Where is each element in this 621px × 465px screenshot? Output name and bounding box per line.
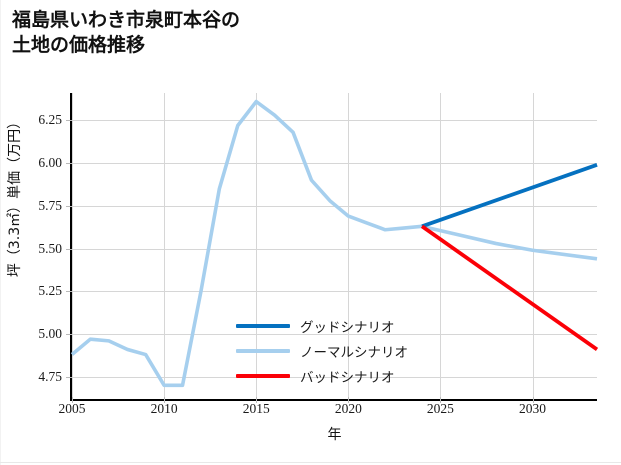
y-tick-mark: [66, 163, 72, 165]
gridline-horizontal: [72, 120, 597, 122]
gridline-vertical: [256, 93, 258, 399]
x-tick-label: 2010: [150, 401, 178, 416]
gridline-vertical: [72, 93, 73, 399]
gridline-vertical: [440, 93, 442, 399]
y-tick-label: 5.75: [38, 197, 62, 213]
x-tick-mark: [72, 397, 73, 403]
x-tick-label: 2030: [519, 401, 547, 416]
y-tick-mark: [66, 248, 72, 250]
x-tick-label: 2015: [242, 401, 270, 416]
series-layer: [70, 99, 599, 388]
gridline-horizontal: [72, 248, 597, 250]
gridline-vertical: [348, 93, 350, 399]
x-tick-label: 2020: [334, 401, 362, 416]
gridline-vertical: [532, 93, 534, 399]
legend-item[interactable]: ノーマルシナリオ: [236, 338, 446, 363]
legend-color-swatch: [236, 348, 290, 353]
gridline-horizontal: [72, 334, 597, 336]
y-tick-mark: [66, 334, 72, 336]
legend-color-swatch: [236, 323, 290, 328]
gridline-horizontal: [72, 291, 597, 293]
y-tick-label: 6.00: [38, 155, 62, 171]
bottom-border: [0, 462, 621, 463]
legend-label: ノーマルシナリオ: [300, 344, 408, 361]
page-title: 福島県いわき市泉町本谷の 土地の価格推移: [12, 9, 241, 57]
x-axis-title: 年: [327, 427, 342, 443]
legend-color-swatch: [236, 373, 290, 378]
series-line: [70, 99, 598, 388]
plot-area: 4.75 5.00 5.25 5.50 5.75 6.00 6.25 2005 2010 2015…: [38, 93, 599, 416]
x-tick-mark: [348, 397, 350, 403]
chart-legend: グッドシナリオ ノーマルシナリオ バッドシナリオ: [236, 313, 446, 388]
y-tick-label: 5.50: [38, 240, 62, 256]
y-axis-spine: [70, 93, 73, 399]
x-tick-mark: [440, 397, 442, 403]
legend-label: グッドシナリオ: [300, 319, 395, 336]
legend-item[interactable]: バッドシナリオ: [236, 363, 446, 388]
x-tick-mark: [164, 397, 166, 403]
legend-label: バッドシナリオ: [300, 369, 395, 386]
y-axis-title: 坪（3.3㎡）単価（万円）: [7, 114, 23, 278]
x-tick-mark: [532, 397, 534, 403]
gridline-vertical: [164, 93, 166, 399]
y-tick-label: 5.00: [38, 326, 62, 342]
series-line: [421, 163, 598, 229]
y-tick-label: 5.25: [38, 283, 62, 299]
y-tick-label: 4.75: [38, 368, 62, 384]
y-tick-mark: [66, 120, 72, 122]
y-tick-mark: [66, 376, 72, 378]
x-tick-mark: [256, 397, 258, 403]
y-tick-mark: [66, 205, 72, 207]
gridline-horizontal: [72, 163, 597, 165]
x-axis-spine: [70, 398, 597, 401]
series-line: [420, 224, 599, 351]
x-tick-label: 2005: [58, 401, 86, 416]
y-tick-mark: [66, 291, 72, 293]
x-tick-label: 2025: [426, 401, 454, 416]
left-border: [0, 0, 1, 465]
gridline-horizontal: [72, 376, 597, 378]
legend-item[interactable]: グッドシナリオ: [236, 313, 446, 338]
y-tick-label: 6.25: [38, 112, 62, 128]
